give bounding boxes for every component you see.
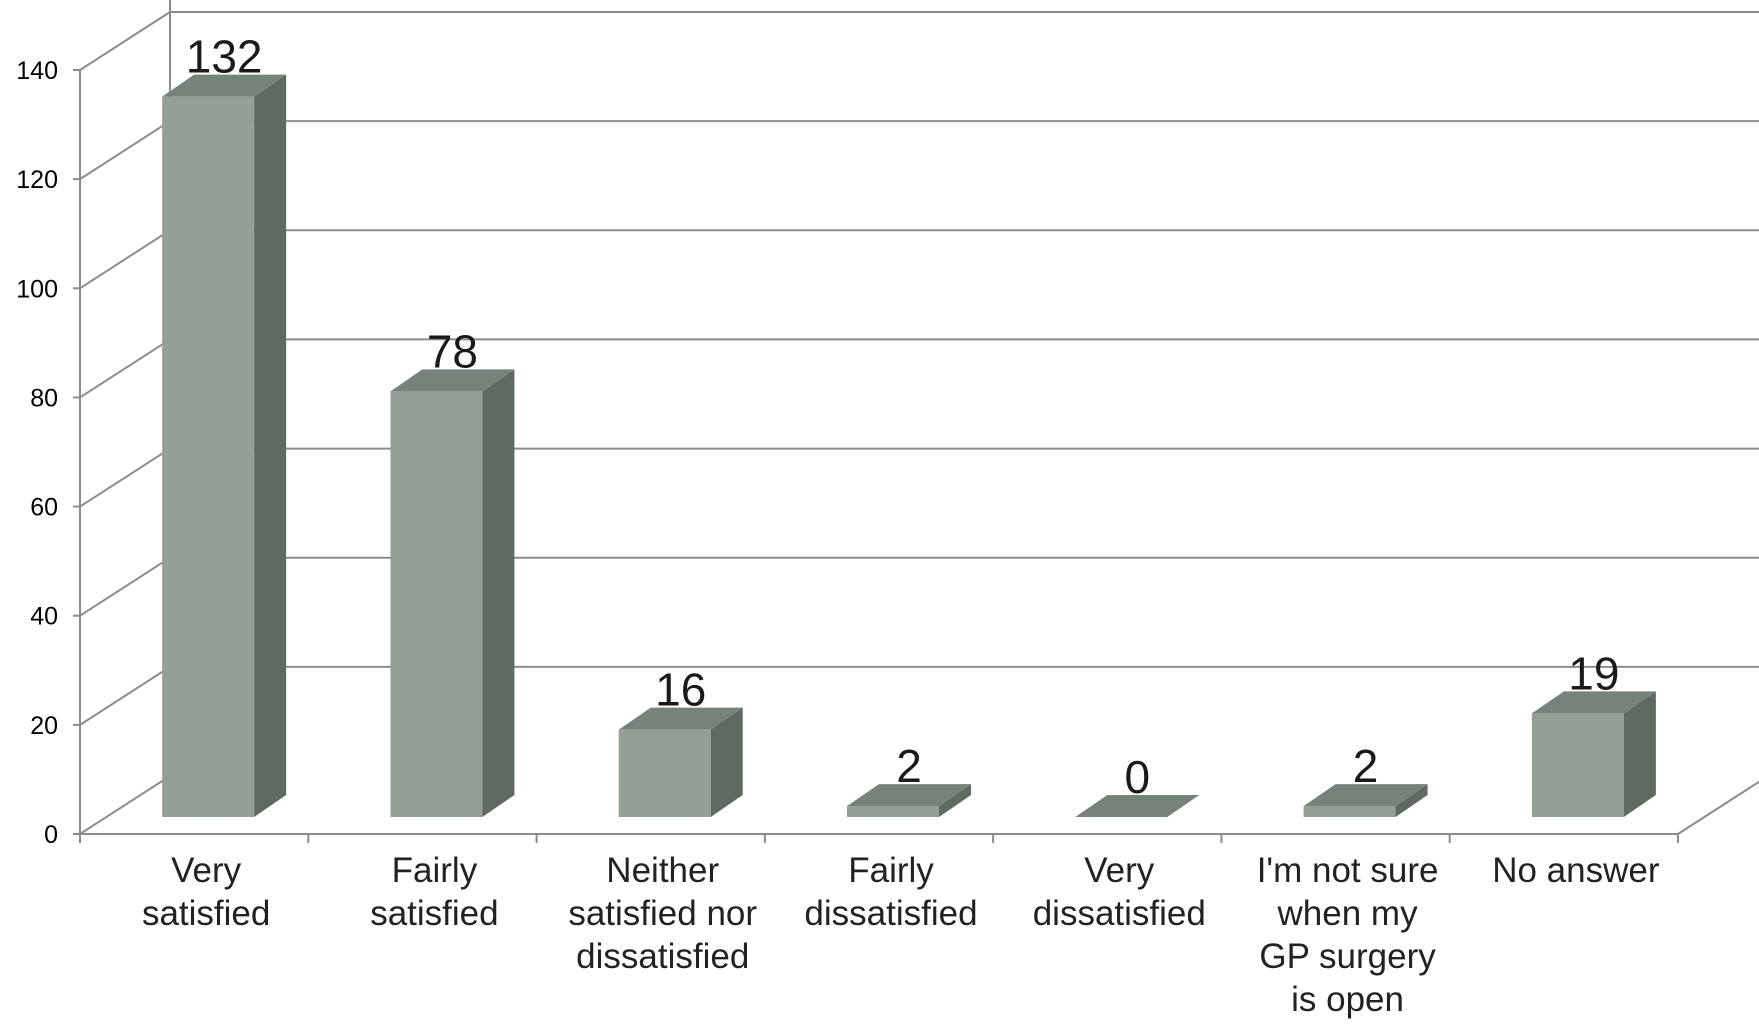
floor-left-edge	[79, 775, 171, 835]
data-label: 2	[896, 740, 922, 792]
bar	[162, 74, 287, 817]
data-label: 132	[186, 31, 263, 83]
x-category-label-line: when my	[1277, 894, 1419, 933]
x-category-label: No answer	[1492, 851, 1660, 890]
bar-side	[254, 74, 287, 817]
y-tick-label: 60	[30, 494, 58, 522]
bar-front	[162, 96, 255, 817]
x-category-label-line: Very	[1084, 851, 1155, 890]
y-tick-label: 20	[30, 712, 58, 740]
gridline-diagonal	[79, 447, 171, 508]
bar-front	[390, 391, 483, 817]
bar	[847, 784, 971, 817]
y-tick-label: 100	[16, 275, 58, 303]
x-category-label-line: dissatisfied	[804, 894, 977, 933]
y-tick-label: 0	[44, 821, 58, 849]
x-category-label-line: satisfied	[370, 894, 498, 933]
bar	[1531, 691, 1656, 817]
x-category-label: Fairly satisfied	[370, 851, 498, 933]
gridline-diagonal	[79, 338, 171, 399]
bars	[162, 74, 1656, 817]
x-category-label-line: dissatisfied	[1033, 894, 1206, 933]
gridline-diagonal	[79, 11, 171, 71]
bar-side	[939, 784, 971, 817]
bar-top	[618, 707, 743, 730]
x-category-label: Very dissatisfied	[1033, 851, 1206, 933]
x-category-label: Fairly dissatisfied	[804, 851, 977, 933]
data-label: 16	[655, 664, 706, 716]
bar-side	[1623, 691, 1656, 817]
bar-side	[482, 369, 515, 817]
bar-side	[1395, 784, 1428, 817]
x-category-label-line: dissatisfied	[576, 937, 749, 976]
y-tick-label: 120	[16, 166, 58, 194]
gridline-diagonal	[79, 120, 171, 180]
bar-top	[1303, 784, 1428, 807]
gridline-diagonal	[79, 666, 171, 726]
x-category-label-line: No answer	[1492, 851, 1660, 890]
data-label: 19	[1568, 647, 1619, 699]
floor-right-edge	[1677, 780, 1759, 835]
y-tick-label: 40	[30, 603, 58, 631]
gridlines	[79, 11, 1759, 726]
data-label: 78	[427, 325, 478, 377]
x-category-label-line: Fairly	[848, 851, 934, 890]
x-category-label: Neither satisfied nor dissatisfied	[568, 851, 757, 976]
bar-top	[390, 369, 515, 392]
x-category-label-line: Very	[171, 851, 242, 890]
bar-front	[1531, 713, 1624, 817]
bar-top	[1531, 691, 1656, 714]
bar-side	[710, 707, 743, 817]
bar	[1075, 795, 1200, 817]
x-category-label: Very satisfied	[142, 851, 270, 933]
gridline-diagonal	[79, 229, 171, 290]
bar	[618, 707, 743, 817]
x-category-label-line: Neither	[606, 851, 719, 890]
data-label: 0	[1124, 751, 1150, 803]
x-category-label-line: I'm not sure	[1257, 851, 1439, 890]
x-category-label-line: satisfied	[142, 894, 270, 933]
bar-front	[1303, 806, 1396, 817]
bar	[390, 369, 515, 817]
bar-top	[1075, 795, 1200, 817]
gridline-diagonal	[79, 556, 171, 617]
y-tick-label: 80	[30, 384, 58, 412]
x-category-label-line: is open	[1291, 980, 1404, 1019]
y-tick-label: 140	[16, 57, 58, 85]
bar-top	[162, 74, 287, 97]
bar-top	[847, 784, 971, 807]
x-category-label: I'm not sure when my GP surgery is open	[1257, 851, 1439, 1019]
data-label: 2	[1353, 740, 1379, 792]
bar-front	[847, 806, 939, 817]
bar-front	[618, 729, 711, 817]
x-category-label-line: Fairly	[392, 851, 478, 890]
bar	[1303, 784, 1428, 817]
x-category-label-line: GP surgery	[1259, 937, 1436, 976]
axes	[73, 0, 1759, 843]
x-category-label-line: satisfied nor	[568, 894, 757, 933]
